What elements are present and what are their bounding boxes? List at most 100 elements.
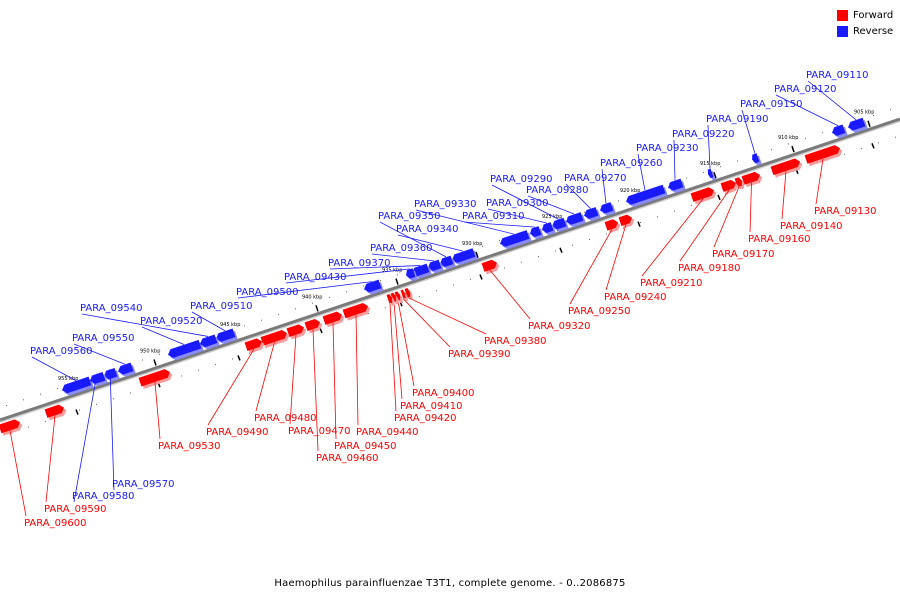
leader-line: [741, 109, 756, 154]
kbp-tick: [637, 221, 641, 227]
gene-arrow[interactable]: [751, 153, 760, 164]
gene-PARA_09360: [427, 259, 444, 274]
tick-dot: [6, 404, 7, 406]
leader-line: [255, 342, 275, 412]
gene-arrow[interactable]: [411, 263, 430, 278]
gene-arrow[interactable]: [44, 403, 66, 418]
tick-dot: [232, 358, 233, 360]
gene-arrow[interactable]: [707, 168, 714, 179]
gene-arrow[interactable]: [61, 376, 92, 395]
leader-line: [397, 234, 464, 252]
gene-PARA_09160: [741, 171, 763, 188]
gene-PARA_09390: [400, 289, 408, 302]
leader-line: [565, 183, 591, 209]
gene-arrow[interactable]: [439, 255, 454, 269]
leader-line: [463, 221, 536, 228]
gene-PARA_09180: [720, 179, 739, 195]
gene-arrow[interactable]: [451, 248, 476, 264]
gene-arrow[interactable]: [117, 362, 134, 376]
tick-dot: [113, 398, 114, 400]
leader-line: [491, 184, 559, 220]
gene-label-PARA_09240: PARA_09240: [604, 292, 666, 303]
tick-dot: [261, 319, 262, 321]
gene-arrow[interactable]: [427, 259, 442, 273]
gene-arrow[interactable]: [541, 222, 554, 234]
gene-arrow[interactable]: [400, 289, 407, 299]
gene-arrow[interactable]: [167, 339, 202, 359]
gene-arrow[interactable]: [89, 371, 106, 385]
gene-arrow[interactable]: [804, 144, 842, 164]
gene-arrow[interactable]: [625, 184, 666, 206]
gene-arrow[interactable]: [667, 178, 684, 192]
leader-line: [73, 373, 98, 503]
tick-dot: [725, 193, 726, 195]
gene-PARA_09330: [499, 230, 532, 250]
gene-label-PARA_09390: PARA_09390: [448, 349, 510, 360]
gene-arrow[interactable]: [618, 213, 634, 226]
gene-arrow[interactable]: [138, 368, 172, 387]
kbp-tick: [871, 143, 875, 149]
gene-arrow[interactable]: [390, 292, 398, 303]
kbp-tick: [395, 278, 399, 285]
genome-caption: Haemophilus parainfluenzae T3T1, complet…: [274, 578, 626, 589]
gene-label-PARA_09360: PARA_09360: [370, 243, 432, 254]
gene-arrow[interactable]: [199, 334, 218, 349]
gene-arrow[interactable]: [103, 367, 118, 381]
gene-PARA_09220: [667, 178, 686, 193]
gene-arrow[interactable]: [286, 323, 306, 337]
tick-dot: [28, 426, 29, 428]
gene-arrow[interactable]: [244, 337, 264, 352]
gene-arrow[interactable]: [322, 310, 344, 325]
leader-line: [329, 265, 421, 270]
gene-label-PARA_09160: PARA_09160: [748, 234, 810, 245]
gene-arrow[interactable]: [481, 259, 499, 272]
tick-dot: [618, 200, 619, 202]
gene-label-PARA_09370: PARA_09370: [328, 258, 390, 269]
tick-dot: [788, 143, 789, 145]
gene-arrow[interactable]: [831, 124, 846, 137]
tick-dot: [96, 403, 97, 405]
gene-arrow[interactable]: [404, 288, 412, 298]
gene-arrow[interactable]: [499, 230, 530, 248]
gene-arrow[interactable]: [565, 212, 584, 226]
gene-PARA_09250: [604, 218, 621, 233]
tick-dot: [397, 274, 398, 276]
tick-dot: [657, 216, 658, 218]
gene-arrow[interactable]: [734, 177, 744, 188]
gene-arrow[interactable]: [363, 279, 382, 294]
gene-arrow[interactable]: [720, 179, 738, 192]
gene-arrow[interactable]: [583, 207, 599, 220]
tick-dot: [606, 233, 607, 235]
gene-label-PARA_09150: PARA_09150: [740, 99, 802, 110]
kbp-tick: [237, 355, 241, 361]
gene-arrow[interactable]: [342, 302, 370, 319]
gene-arrow[interactable]: [690, 186, 716, 202]
gene-arrow[interactable]: [304, 318, 322, 331]
gene-arrow[interactable]: [529, 226, 542, 238]
kbp-label: 910 kbp: [778, 135, 798, 141]
kbp-label: 955 kbp: [58, 376, 78, 382]
gene-PARA_09440: [342, 302, 371, 321]
gene-arrow[interactable]: [394, 291, 402, 301]
gene-arrow[interactable]: [0, 418, 21, 434]
tick-dot: [91, 376, 92, 378]
legend-reverse: Reverse: [837, 24, 899, 39]
leader-line: [397, 300, 415, 387]
gene-arrow[interactable]: [847, 117, 866, 132]
leader-line: [601, 168, 607, 204]
tick-dot: [329, 296, 330, 298]
gene-arrow[interactable]: [551, 217, 567, 231]
gene-PARA_09350: [439, 255, 456, 270]
gene-arrow[interactable]: [599, 202, 614, 215]
gene-arrow[interactable]: [770, 157, 802, 176]
gene-arrow[interactable]: [260, 329, 289, 346]
gene-label-PARA_09450: PARA_09450: [334, 441, 396, 452]
gene-arrow[interactable]: [215, 328, 236, 343]
leader-line: [605, 224, 627, 291]
gene-arrow[interactable]: [604, 218, 620, 231]
gene-label-PARA_09140: PARA_09140: [780, 221, 842, 232]
gene-arrow[interactable]: [405, 268, 416, 279]
gene-arrow[interactable]: [386, 294, 394, 304]
gene-arrow[interactable]: [741, 171, 762, 185]
leader-line: [9, 430, 27, 517]
